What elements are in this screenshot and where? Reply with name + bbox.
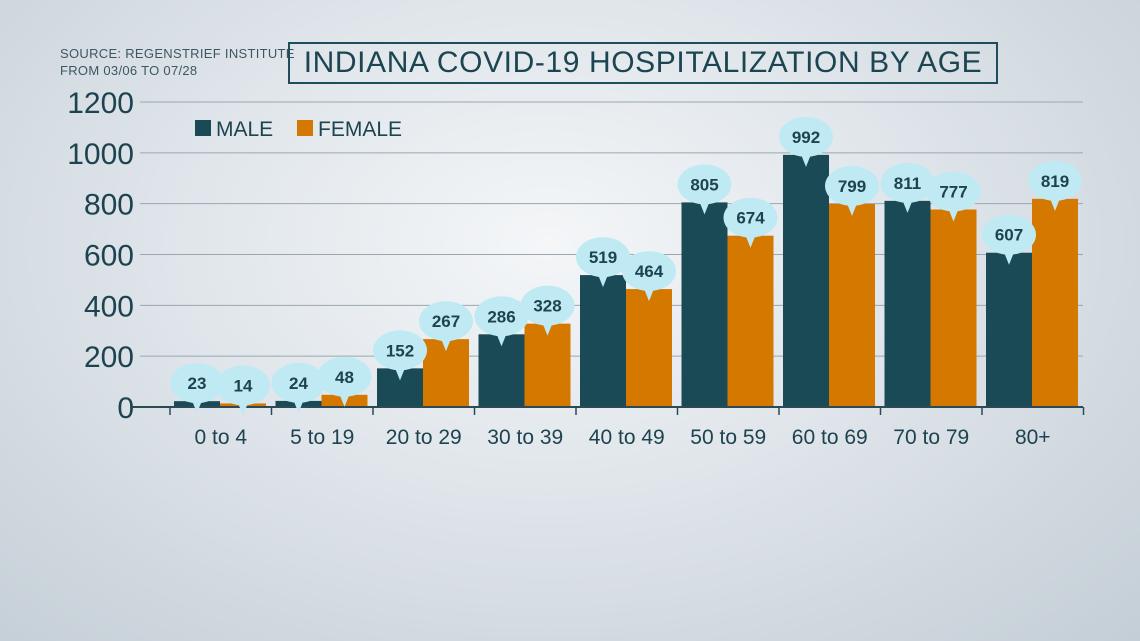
- bar: [626, 289, 672, 407]
- source-line-1: SOURCE: REGENSTRIEF INSTITUTE: [60, 46, 295, 61]
- bubble-body: [271, 362, 326, 403]
- bubble-body: [419, 301, 473, 342]
- y-tick-label: 0: [117, 392, 134, 425]
- data-label: 519: [589, 248, 617, 267]
- y-tick-label: 1000: [67, 138, 134, 171]
- chart-title-box: INDIANA COVID-19 HOSPITALIZATION BY AGE: [288, 42, 998, 84]
- legend-swatch: [297, 120, 313, 136]
- x-tick-label: 70 to 79: [893, 426, 969, 449]
- data-labels: 23 14 24 48 152 267 286 328 519 464 805 674 992 799 81…: [170, 116, 1082, 416]
- legend-swatch: [195, 120, 211, 136]
- bubble-body: [216, 365, 270, 406]
- x-tick-label: 50 to 59: [690, 426, 766, 449]
- source-line-2: FROM 03/06 TO 07/28: [60, 63, 198, 78]
- data-label-bubble: 152: [373, 330, 427, 381]
- data-label: 24: [289, 374, 308, 393]
- data-label-bubble: 992: [779, 116, 833, 167]
- y-tick-label: 400: [84, 290, 134, 323]
- data-label-bubble: 519: [576, 237, 630, 288]
- bubble-body: [520, 285, 575, 326]
- x-tick-label: 60 to 69: [792, 426, 868, 449]
- bubble-body: [373, 330, 427, 371]
- y-tick-label: 600: [84, 240, 134, 273]
- data-label: 464: [635, 262, 664, 281]
- bubble-body: [622, 251, 676, 292]
- data-label-bubble: 811: [880, 162, 935, 213]
- bars: [174, 154, 1078, 407]
- bar: [580, 275, 626, 407]
- data-label: 811: [894, 174, 921, 193]
- bar: [727, 235, 774, 407]
- x-tick-label: 40 to 49: [589, 426, 665, 449]
- data-label: 799: [838, 177, 866, 196]
- y-tick-label: 200: [84, 341, 134, 374]
- bubble-body: [677, 164, 732, 205]
- y-axis-ticks: 0 200 400 600 800 1000 1200: [67, 87, 134, 425]
- data-label: 267: [432, 312, 460, 331]
- x-tick-label: 80+: [1015, 426, 1051, 449]
- bar: [1032, 198, 1078, 407]
- x-tick-label: 20 to 29: [386, 426, 462, 449]
- data-label-bubble: 607: [982, 214, 1036, 265]
- bubble-body: [982, 214, 1036, 255]
- data-label-bubble: 799: [825, 165, 879, 216]
- data-label-bubble: 286: [474, 296, 529, 347]
- bar: [829, 203, 875, 407]
- legend-label: FEMALE: [318, 118, 402, 141]
- x-tick-label: 0 to 4: [194, 426, 247, 449]
- data-label: 819: [1041, 172, 1069, 191]
- x-axis-ticks: 0 to 4 5 to 19 20 to 29 30 to 39 40 to 49 50 …: [194, 426, 1050, 449]
- legend: MALE FEMALE: [195, 118, 402, 141]
- y-tick-label: 800: [84, 189, 134, 222]
- data-label-bubble: 14: [216, 365, 270, 416]
- legend-label: MALE: [216, 118, 273, 141]
- bubble-body: [880, 162, 935, 203]
- x-tick-label: 5 to 19: [290, 426, 354, 449]
- data-label-bubble: 328: [520, 285, 575, 336]
- bar: [478, 334, 525, 407]
- data-label-bubble: 819: [1028, 160, 1082, 211]
- data-label: 48: [335, 368, 354, 387]
- data-label: 777: [939, 183, 967, 202]
- data-label-bubble: 23: [170, 363, 224, 414]
- data-label-bubble: 267: [419, 301, 473, 352]
- data-label-bubble: 48: [317, 356, 372, 407]
- data-label: 674: [736, 209, 765, 228]
- source-note: SOURCE: REGENSTRIEF INSTITUTE FROM 03/06…: [60, 45, 295, 79]
- data-label: 286: [487, 307, 515, 326]
- data-label-bubble: 674: [723, 197, 778, 248]
- bar: [681, 202, 728, 407]
- data-label-bubble: 464: [622, 251, 676, 302]
- bubble-body: [170, 363, 224, 404]
- bubble-body: [317, 356, 372, 397]
- data-label: 23: [188, 374, 207, 393]
- data-label: 152: [386, 341, 414, 360]
- bubble-body: [576, 237, 630, 278]
- bar: [930, 209, 977, 407]
- data-label: 14: [234, 376, 253, 395]
- bubble-body: [474, 296, 529, 337]
- bar: [884, 200, 931, 407]
- data-label-bubble: 777: [926, 171, 981, 222]
- data-label: 328: [533, 297, 561, 316]
- data-label-bubble: 24: [271, 362, 326, 413]
- bar: [524, 323, 571, 407]
- x-axis: [130, 406, 1085, 415]
- chart-title: INDIANA COVID-19 HOSPITALIZATION BY AGE: [303, 46, 983, 79]
- bubble-body: [926, 171, 981, 212]
- bar: [783, 154, 829, 407]
- bubble-body: [779, 116, 833, 157]
- data-label: 805: [690, 175, 718, 194]
- x-tick-label: 30 to 39: [487, 426, 563, 449]
- data-label-bubble: 805: [677, 164, 732, 215]
- bubble-body: [1028, 160, 1082, 201]
- data-label: 992: [792, 128, 820, 147]
- bubble-body: [723, 197, 778, 238]
- bar: [986, 252, 1032, 407]
- y-tick-label: 1200: [67, 87, 134, 120]
- bubble-body: [825, 165, 879, 206]
- data-label: 607: [995, 226, 1023, 245]
